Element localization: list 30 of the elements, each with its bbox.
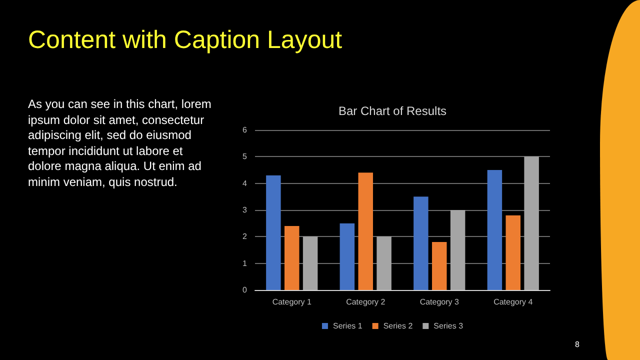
bar (376, 236, 392, 290)
text: As you can see in this chart, lorem ipsum dolor sit amet, consectetur adipiscing elit, sed do eiusmod tempor incididunt ut labore et dolore magna aliqua. Ut enim ad minim veniam, quis nostrud. (28, 97, 212, 190)
x-tick-label: Category 3 (420, 298, 460, 306)
legend-label: Series 1 (332, 322, 363, 330)
x-tick-label: Category 4 (494, 298, 534, 306)
x-tick-label: Category 2 (346, 298, 386, 306)
bar (266, 175, 281, 290)
text: Content with Caption Layout (28, 26, 342, 55)
legend-label: Series 3 (434, 322, 464, 330)
y-tick-label: 5 (242, 152, 248, 162)
y-tick-label: 1 (242, 258, 248, 268)
y-tick-label: 4 (242, 178, 248, 188)
bar (487, 170, 502, 290)
y-tick-label: 3 (242, 206, 248, 214)
y-tick-label: 6 (242, 126, 248, 134)
bar (358, 172, 373, 290)
bar (432, 242, 447, 290)
bar (284, 226, 300, 290)
y-tick-label: 0 (242, 286, 248, 294)
bar (450, 210, 466, 290)
bar (506, 215, 520, 290)
bar (524, 156, 539, 290)
y-tick-label: 2 (242, 232, 248, 242)
x-tick-label: Category 1 (272, 298, 312, 306)
bar (414, 196, 428, 290)
bar (340, 223, 355, 290)
text: 8 (575, 340, 580, 349)
chart-title: Bar Chart of Results (338, 104, 447, 118)
legend-label: Series 2 (383, 322, 414, 330)
bar (302, 236, 318, 290)
